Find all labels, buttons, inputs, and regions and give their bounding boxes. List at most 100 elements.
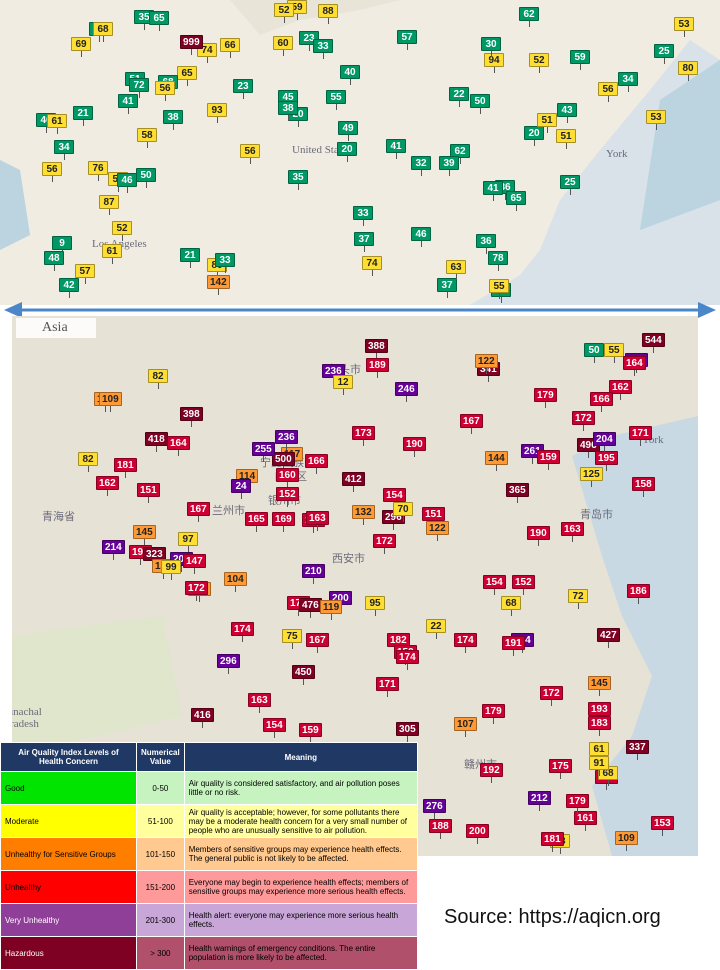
aqi-station-marker[interactable]: 61 [47,114,67,134]
aqi-station-marker[interactable]: 22 [449,87,469,107]
aqi-station-marker[interactable]: 153 [651,816,674,836]
aqi-station-marker[interactable]: 169 [272,512,295,532]
aqi-station-marker[interactable]: 158 [632,477,655,497]
aqi-station-marker[interactable]: 119 [320,600,343,620]
aqi-station-marker[interactable]: 171 [629,426,652,446]
aqi-station-marker[interactable]: 152 [276,487,299,507]
aqi-station-marker[interactable]: 179 [566,794,589,814]
aqi-station-marker[interactable]: 52 [529,53,549,73]
aqi-station-marker[interactable]: 69 [71,37,91,57]
aqi-station-marker[interactable]: 172 [373,534,396,554]
aqi-station-marker[interactable]: 24 [231,479,251,499]
aqi-station-marker[interactable]: 56 [240,144,260,164]
aqi-station-marker[interactable]: 41 [118,94,138,114]
aqi-station-marker[interactable]: 33 [313,39,333,59]
aqi-station-marker[interactable]: 186 [627,584,650,604]
aqi-station-marker[interactable]: 142 [207,275,230,295]
aqi-station-marker[interactable]: 171 [376,677,399,697]
aqi-station-marker[interactable]: 190 [527,526,550,546]
aqi-station-marker[interactable]: 152 [512,575,535,595]
aqi-station-marker[interactable]: 179 [482,704,505,724]
aqi-station-marker[interactable]: 75 [282,629,302,649]
aqi-station-marker[interactable]: 109 [615,831,638,851]
aqi-station-marker[interactable]: 214 [102,540,125,560]
aqi-station-marker[interactable]: 55 [604,343,624,363]
aqi-station-marker[interactable]: 41 [483,181,503,201]
aqi-station-marker[interactable]: 50 [470,94,490,114]
aqi-station-marker[interactable]: 122 [426,521,449,541]
aqi-station-marker[interactable]: 163 [306,511,329,531]
aqi-station-marker[interactable]: 151 [422,507,445,527]
aqi-station-marker[interactable]: 144 [485,451,508,471]
aqi-station-marker[interactable]: 52 [112,221,132,241]
aqi-station-marker[interactable]: 165 [245,512,268,532]
aqi-station-marker[interactable]: 78 [488,251,508,271]
aqi-station-marker[interactable]: 476 [299,598,322,618]
aqi-station-marker[interactable]: 159 [299,723,322,743]
aqi-station-marker[interactable]: 34 [54,140,74,160]
aqi-station-marker[interactable]: 39 [439,156,459,176]
aqi-station-marker[interactable]: 21 [180,248,200,268]
aqi-station-marker[interactable]: 188 [429,819,452,839]
aqi-station-marker[interactable]: 25 [654,44,674,64]
aqi-station-marker[interactable]: 164 [167,436,190,456]
aqi-station-marker[interactable]: 46 [117,173,137,193]
aqi-station-marker[interactable]: 62 [519,7,539,27]
aqi-station-marker[interactable]: 52 [274,3,294,23]
aqi-station-marker[interactable]: 174 [396,650,419,670]
aqi-station-marker[interactable]: 97 [178,532,198,552]
aqi-station-marker[interactable]: 70 [393,502,413,522]
aqi-station-marker[interactable]: 122 [475,354,498,374]
aqi-station-marker[interactable]: 9 [52,236,72,256]
aqi-station-marker[interactable]: 162 [609,380,632,400]
aqi-station-marker[interactable]: 50 [136,168,156,188]
aqi-station-marker[interactable]: 50 [584,343,604,363]
aqi-station-marker[interactable]: 68 [501,596,521,616]
aqi-station-marker[interactable]: 41 [386,139,406,159]
aqi-station-marker[interactable]: 183 [588,716,611,736]
aqi-station-marker[interactable]: 154 [483,575,506,595]
aqi-station-marker[interactable]: 500 [272,452,295,472]
aqi-station-marker[interactable]: 159 [537,450,560,470]
aqi-station-marker[interactable]: 132 [352,505,375,525]
aqi-station-marker[interactable]: 190 [403,437,426,457]
aqi-station-marker[interactable]: 65 [177,66,197,86]
aqi-station-marker[interactable]: 21 [73,106,93,126]
aqi-station-marker[interactable]: 23 [233,79,253,99]
aqi-station-marker[interactable]: 189 [366,358,389,378]
aqi-station-marker[interactable]: 337 [626,740,649,760]
aqi-station-marker[interactable]: 55 [326,90,346,110]
aqi-station-marker[interactable]: 163 [248,693,271,713]
aqi-station-marker[interactable]: 20 [337,142,357,162]
aqi-station-marker[interactable]: 65 [149,11,169,31]
aqi-station-marker[interactable]: 174 [231,622,254,642]
aqi-station-marker[interactable]: 416 [191,708,214,728]
aqi-station-marker[interactable]: 51 [537,113,557,133]
aqi-station-marker[interactable]: 167 [460,414,483,434]
aqi-station-marker[interactable]: 167 [306,633,329,653]
aqi-station-marker[interactable]: 172 [540,686,563,706]
aqi-station-marker[interactable]: 181 [114,458,137,478]
aqi-station-marker[interactable]: 91 [589,756,609,776]
aqi-station-marker[interactable]: 68 [93,22,113,42]
aqi-station-marker[interactable]: 57 [397,30,417,50]
aqi-station-marker[interactable]: 154 [383,488,406,508]
aqi-station-marker[interactable]: 88 [318,4,338,24]
aqi-station-marker[interactable]: 80 [678,61,698,81]
aqi-station-marker[interactable]: 33 [215,253,235,273]
aqi-station-marker[interactable]: 398 [180,407,203,427]
aqi-station-marker[interactable]: 30 [481,37,501,57]
aqi-station-marker[interactable]: 72 [568,589,588,609]
aqi-station-marker[interactable]: 61 [102,244,122,264]
aqi-station-marker[interactable]: 418 [145,432,168,452]
aqi-station-marker[interactable]: 65 [506,191,526,211]
aqi-station-marker[interactable]: 145 [133,525,156,545]
aqi-station-marker[interactable]: 544 [642,333,665,353]
aqi-station-marker[interactable]: 56 [155,81,175,101]
aqi-station-marker[interactable]: 412 [342,472,365,492]
aqi-station-marker[interactable]: 61 [589,742,609,762]
aqi-station-marker[interactable]: 57 [75,264,95,284]
aqi-station-marker[interactable]: 38 [163,110,183,130]
aqi-station-marker[interactable]: 94 [484,53,504,73]
aqi-station-marker[interactable]: 56 [42,162,62,182]
